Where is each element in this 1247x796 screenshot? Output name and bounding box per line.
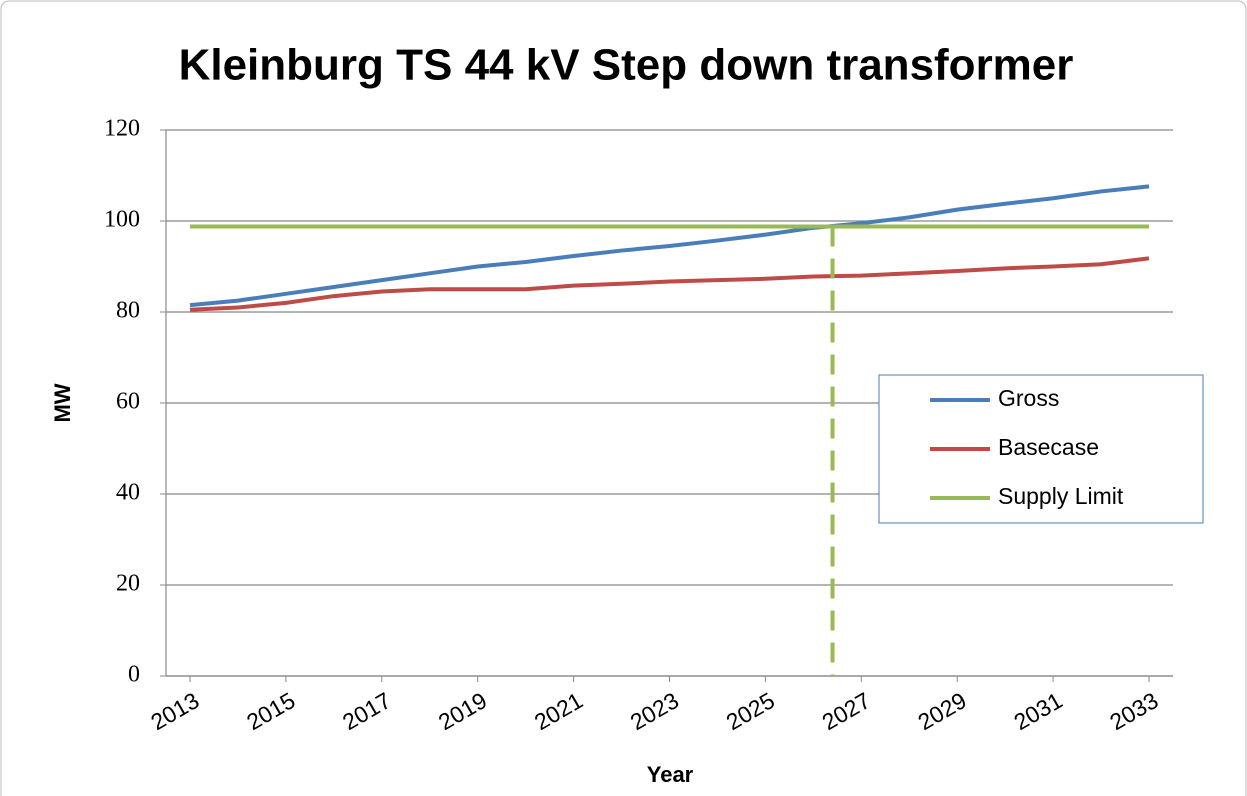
series-line <box>189 256 1150 312</box>
legend-label: Basecase <box>998 434 1099 460</box>
y-axis-label: MW <box>50 383 75 422</box>
legend-label: Gross <box>998 385 1059 411</box>
series-line <box>189 184 1150 308</box>
y-tick-label: 40 <box>116 480 140 506</box>
y-tick-label: 120 <box>104 116 140 142</box>
y-tick-label: 100 <box>104 207 140 233</box>
y-tick-label: 0 <box>128 662 140 688</box>
y-tick-label: 80 <box>116 298 140 324</box>
legend-label: Supply Limit <box>998 483 1124 509</box>
y-tick-label: 20 <box>116 571 140 597</box>
y-tick-label: 60 <box>116 389 140 415</box>
x-axis-label: Year <box>647 762 694 787</box>
chart-title: Kleinburg TS 44 kV Step down transformer <box>179 41 1074 90</box>
